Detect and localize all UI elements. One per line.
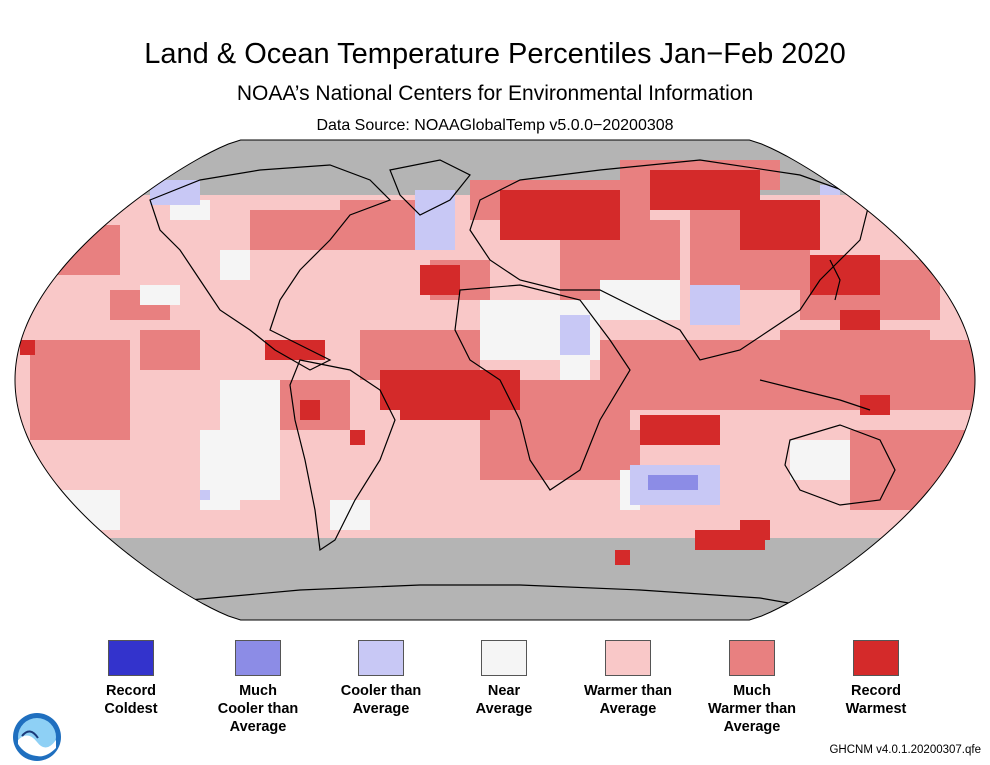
map-outline [14, 139, 976, 621]
coastline [469, 159, 871, 361]
data-source: Data Source: NOAAGlobalTemp v5.0.0−20200… [316, 117, 674, 134]
coastline [454, 284, 631, 491]
missing-data-south [15, 538, 975, 620]
legend-swatch [853, 640, 899, 676]
grid-cell [30, 340, 130, 440]
grid-cell [250, 210, 340, 250]
grid-cell [150, 180, 200, 205]
grid-cell [740, 200, 820, 250]
legend-label: Much Cooler than Average [217, 683, 299, 735]
legend-label: Near Average [475, 683, 533, 717]
grid-cell [265, 340, 325, 360]
grid-cell [520, 430, 640, 470]
legend-swatch [358, 640, 404, 676]
map-title: Land & Ocean Temperature Percentiles Jan… [144, 38, 846, 70]
grid-cell [400, 400, 490, 420]
grid-cell [415, 190, 455, 250]
coastline [784, 424, 896, 506]
coastline [149, 164, 392, 371]
legend-label: Warmer than Average [583, 683, 673, 717]
grid-cell [648, 475, 698, 490]
grid-cell [300, 400, 320, 420]
grid-cell [860, 395, 890, 415]
grid-cell [560, 195, 620, 235]
grid-cell [600, 280, 680, 320]
grid-cell [140, 285, 180, 305]
grid-cell [20, 340, 35, 355]
legend-swatch [605, 640, 651, 676]
legend-label: Record Coldest [104, 683, 158, 717]
coastline [829, 259, 841, 301]
grid-cell [640, 415, 720, 445]
coastline [389, 159, 471, 216]
grid-cell [560, 315, 590, 355]
map-cells [15, 140, 975, 620]
map-subtitle: NOAA’s National Centers for Environmenta… [236, 82, 754, 105]
legend-label: Much Warmer than Average [707, 683, 797, 735]
grid-cell [420, 265, 460, 295]
grid-cell [850, 430, 970, 510]
grid-cell [790, 440, 850, 480]
grid-cell [350, 430, 365, 445]
legend-swatch [235, 640, 281, 676]
grid-cell [740, 520, 770, 540]
grid-cell [810, 255, 880, 295]
grid-cell [820, 185, 840, 195]
grid-cell [140, 330, 200, 370]
world-map [14, 139, 976, 621]
grid-cell [600, 340, 975, 410]
noaa-logo [13, 713, 61, 761]
legend-swatch [481, 640, 527, 676]
legend-label: Cooler than Average [340, 683, 422, 717]
grid-cell [560, 360, 590, 380]
coastline [759, 379, 871, 411]
legend-swatch [108, 640, 154, 676]
grid-cell [200, 490, 210, 500]
grid-cell [30, 490, 120, 530]
grid-cell [690, 285, 740, 325]
grid-cell [840, 310, 880, 330]
grid-cell [340, 200, 420, 250]
coastline [289, 359, 396, 552]
grid-cell [615, 550, 630, 565]
grid-cell [330, 500, 370, 530]
grid-cell [220, 250, 250, 280]
grid-cell [20, 225, 120, 275]
legend-label: Record Warmest [845, 683, 907, 717]
legend-swatch [729, 640, 775, 676]
footer-code: GHCNM v4.0.1.20200307.qfe [829, 744, 981, 756]
coastline [189, 584, 801, 606]
